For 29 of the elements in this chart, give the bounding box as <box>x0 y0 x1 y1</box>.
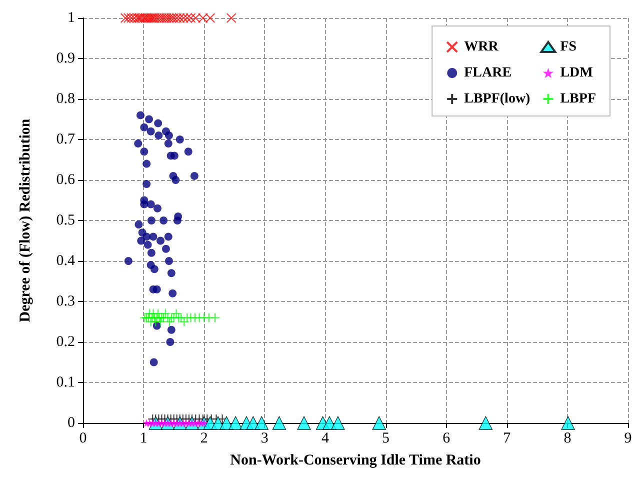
y-tick-label: 0.7 <box>56 132 76 148</box>
legend-label: WRR <box>464 40 500 54</box>
y-tick-label: 0.8 <box>56 91 75 107</box>
legend-label: LBPF <box>560 92 596 106</box>
y-tick-label: 0.9 <box>56 50 75 66</box>
y-tick-label: 1 <box>68 10 75 26</box>
y-axis-title: Degree of (Flow) Redistribution <box>18 118 34 322</box>
x-tick-label: 2 <box>200 430 208 446</box>
x-tick-label: 4 <box>321 430 330 446</box>
y-tick-label: 0.5 <box>56 212 75 228</box>
y-tick-label: 0.6 <box>56 172 76 188</box>
legend-label: FLARE <box>464 66 512 80</box>
x-tick-label: 8 <box>564 430 572 446</box>
legend-label: LDM <box>560 66 593 80</box>
x-tick-label: 6 <box>442 430 451 446</box>
legend-label: FS <box>560 40 577 54</box>
y-tick-label: 0.3 <box>56 294 75 310</box>
x-axis-title: Non-Work-Conserving Idle Time Ratio <box>230 452 481 468</box>
x-tick-label: 3 <box>260 430 268 446</box>
y-tick-label: 0 <box>68 415 75 431</box>
y-tick-label: 0.2 <box>56 334 75 350</box>
x-tick-label: 7 <box>503 430 512 446</box>
y-tick-label: 0.4 <box>56 253 76 269</box>
x-tick-label: 9 <box>624 430 632 446</box>
legend-label: LBPF(low) <box>464 92 531 106</box>
x-tick-label: 1 <box>140 430 148 446</box>
x-tick-label: 0 <box>79 430 87 446</box>
y-tick-label: 0.1 <box>56 374 75 390</box>
x-tick-label: 5 <box>382 430 390 446</box>
